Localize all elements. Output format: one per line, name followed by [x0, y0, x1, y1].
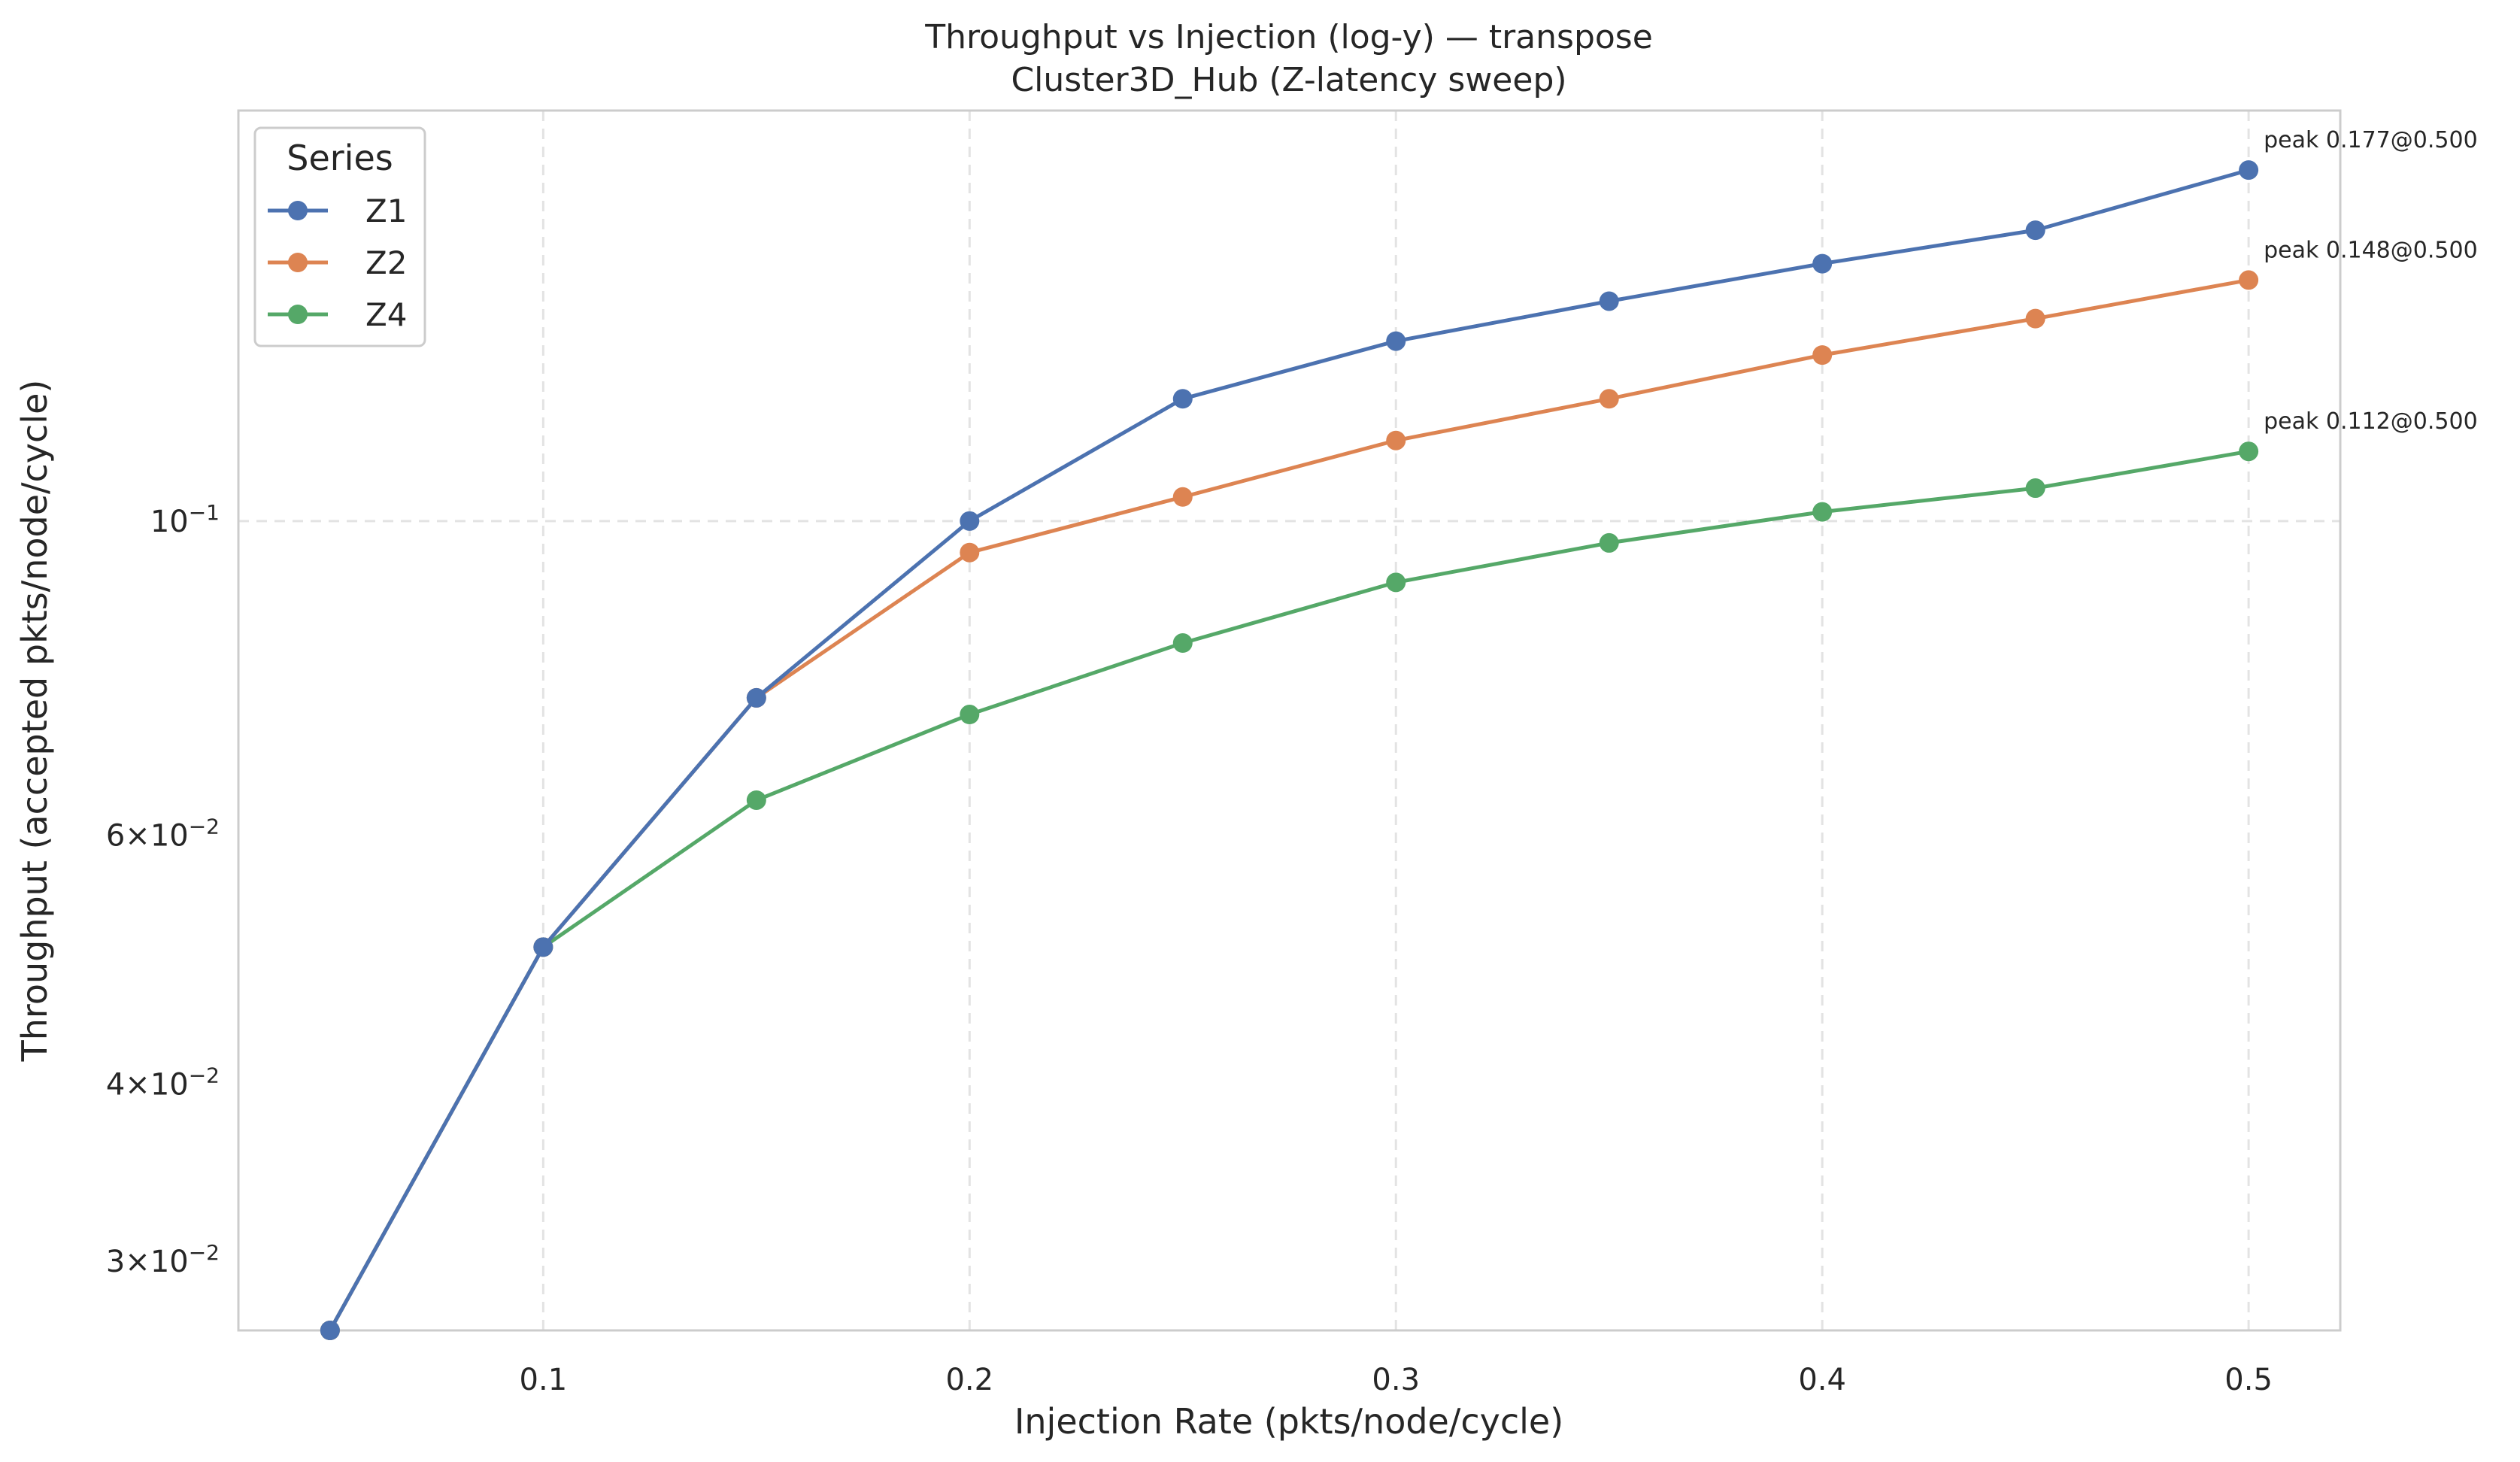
legend-label: Z1: [365, 193, 408, 229]
legend-item-z1: Z1: [268, 193, 408, 229]
x-tick-label: 0.2: [945, 1363, 993, 1397]
y-axis-label: Throughput (accepted pkts/node/cycle): [14, 380, 55, 1063]
x-tick-label: 0.1: [520, 1363, 568, 1397]
data-point: [1172, 487, 1193, 507]
y-tick-label: 4×10−2: [106, 1063, 220, 1103]
data-point: [1386, 430, 1406, 450]
data-point: [1599, 389, 1619, 409]
data-point: [320, 1321, 340, 1340]
legend-marker: [288, 305, 308, 324]
chart-title: Throughput vs Injection (log-y) — transp…: [924, 18, 1653, 56]
data-point: [746, 687, 766, 708]
series-z2: [320, 270, 2259, 1340]
peak-annotation: peak 0.177@0.500: [2264, 127, 2478, 153]
legend-items: Z1 Z2 Z4: [268, 193, 408, 333]
data-point: [746, 790, 766, 810]
chart-subtitle: Cluster3D_Hub (Z-latency sweep): [1011, 61, 1566, 99]
data-point: [2025, 478, 2045, 499]
legend-marker: [288, 201, 308, 220]
data-point: [2239, 270, 2259, 290]
y-ticks: 10−1 6×10−2 4×10−2 3×10−2: [106, 500, 220, 1279]
legend-label: Z2: [365, 244, 408, 281]
data-point: [1812, 502, 1833, 522]
legend-title: Series: [287, 138, 393, 178]
data-point: [2239, 160, 2259, 180]
series-line-z1: [328, 168, 2249, 1332]
data-point: [1812, 253, 1833, 274]
data-point: [960, 705, 980, 725]
data-point: [1599, 532, 1619, 553]
data-point: [960, 542, 980, 563]
data-point: [1172, 389, 1193, 409]
series-z1: [320, 160, 2259, 1340]
x-ticks: 0.1 0.2 0.3 0.4 0.5: [520, 1363, 2273, 1397]
peak-annotation: peak 0.148@0.500: [2264, 237, 2478, 263]
series-line-z4: [328, 449, 2249, 1332]
series-z4: [320, 441, 2259, 1340]
legend-label: Z4: [365, 296, 408, 333]
plot-frame: [237, 109, 2342, 1332]
peak-annotation: peak 0.112@0.500: [2264, 408, 2478, 435]
y-tick-label: 6×10−2: [106, 814, 220, 853]
legend: Series Z1 Z2 Z4: [253, 126, 426, 347]
x-tick-label: 0.5: [2224, 1363, 2273, 1397]
x-tick-label: 0.4: [1798, 1363, 1846, 1397]
data-point: [1386, 572, 1406, 593]
series-line-z2: [328, 278, 2249, 1332]
data-point: [2025, 308, 2045, 329]
y-tick-label: 10−1: [150, 500, 220, 539]
legend-item-z4: Z4: [268, 296, 408, 333]
data-point: [1812, 345, 1833, 366]
data-point: [1172, 633, 1193, 654]
data-point: [533, 937, 553, 957]
x-tick-label: 0.3: [1372, 1363, 1420, 1397]
grid: [238, 111, 2340, 1330]
data-point: [2239, 441, 2259, 462]
data-point: [1599, 291, 1619, 311]
data-point: [960, 511, 980, 531]
annotations: peak 0.177@0.500 peak 0.148@0.500 peak 0.1…: [2264, 127, 2478, 435]
data-point: [2025, 220, 2045, 241]
y-tick-label: 3×10−2: [106, 1240, 220, 1279]
legend-item-z2: Z2: [268, 244, 408, 281]
x-axis-label: Injection Rate (pkts/node/cycle): [1014, 1401, 1563, 1442]
legend-marker: [288, 253, 308, 272]
legend-box: [253, 126, 426, 347]
series-group: [320, 160, 2259, 1340]
data-point: [1386, 331, 1406, 351]
